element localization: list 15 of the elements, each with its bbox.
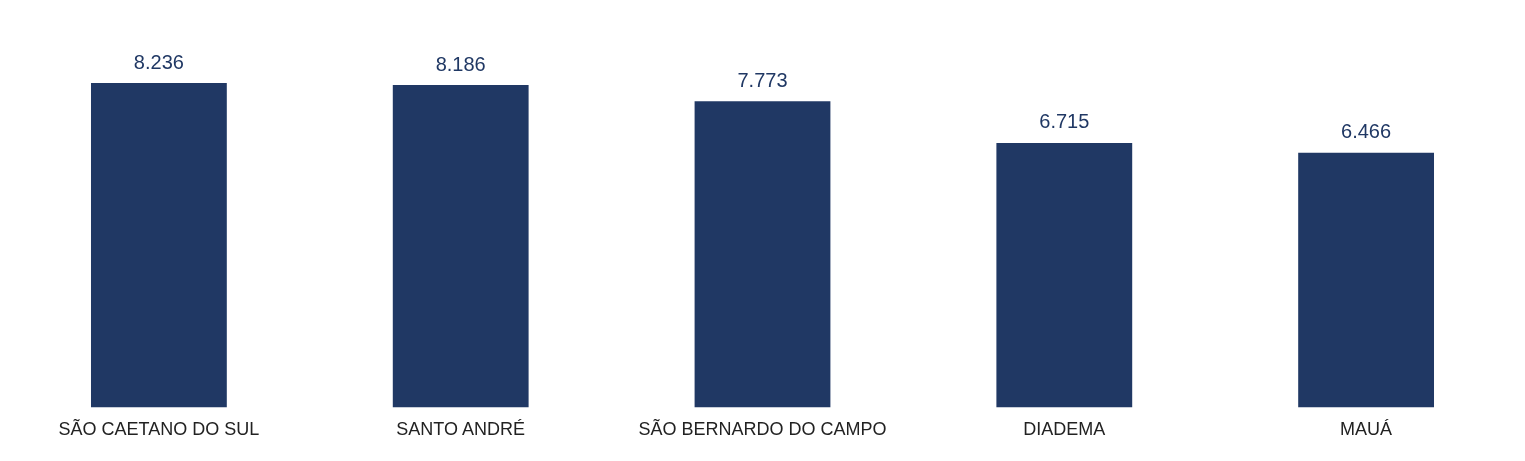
bar [996,142,1133,408]
data-label: 8.236 [133,50,184,73]
data-label: 8.186 [435,52,486,75]
data-label: 6.466 [1341,120,1392,143]
bar [694,101,831,408]
bar [91,83,227,408]
bar [392,85,529,408]
x-tick-label: SÃO CAETANO DO SUL [58,418,260,440]
x-tick-label: DIADEMA [1023,419,1106,440]
x-tick-label: SANTO ANDRÉ [396,419,526,440]
x-tick-label: MAUÁ [1340,419,1393,440]
data-label: 7.773 [737,68,788,91]
x-tick-label: SÃO BERNARDO DO CAMPO [638,418,887,440]
bar [1298,152,1435,408]
data-label: 6.715 [1039,110,1090,133]
